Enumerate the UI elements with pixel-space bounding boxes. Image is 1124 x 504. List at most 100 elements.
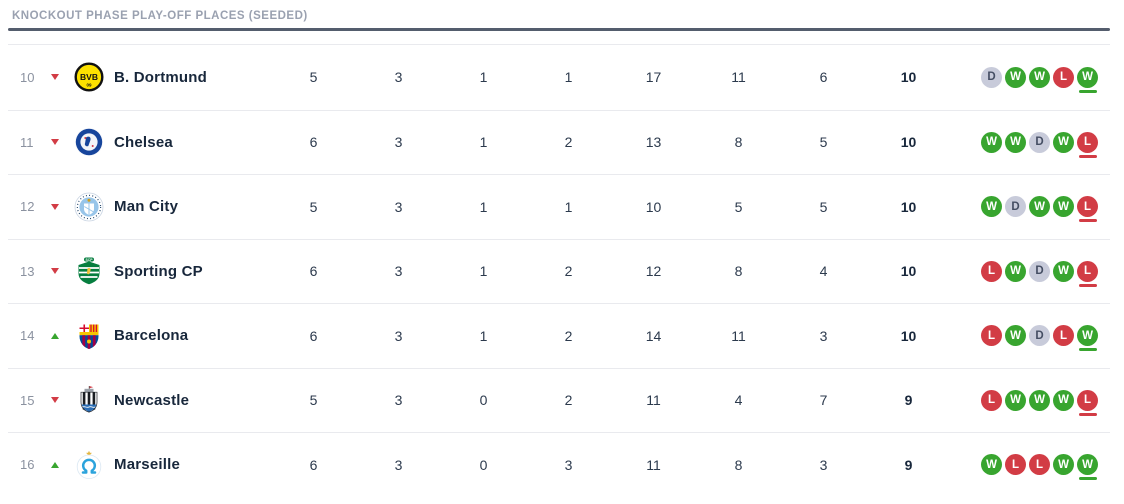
position: 14 — [20, 328, 35, 344]
stat-played: 6 — [309, 134, 318, 151]
form-result-d: D — [1029, 260, 1050, 282]
stat-goals-for: 13 — [645, 134, 662, 151]
position: 11 — [20, 134, 34, 150]
form-result-l: L — [1029, 454, 1050, 476]
form-result-d: D — [1029, 131, 1050, 153]
club-badge-newcastle — [64, 385, 114, 415]
stat-goals-against: 4 — [734, 392, 743, 409]
stat-goals-for: 10 — [645, 198, 662, 215]
stat-lost: 2 — [564, 263, 573, 280]
club-badge-dortmund: BVB 09 — [64, 62, 114, 92]
form-result-l: L — [981, 260, 1002, 282]
stat-drawn: 1 — [479, 69, 488, 86]
stat-lost: 2 — [564, 327, 573, 344]
stat-drawn: 1 — [479, 198, 488, 215]
form-result-w: W — [1005, 131, 1026, 153]
form-result-w: W — [1053, 196, 1074, 218]
form-result-w: W — [1005, 389, 1026, 411]
movement-up-icon — [51, 461, 59, 468]
form-result-w: W — [1077, 325, 1098, 352]
club-badge-marseille — [64, 450, 114, 480]
stat-goals-for: 11 — [646, 456, 661, 473]
form-result-w: W — [1005, 260, 1026, 282]
club-badge-man-city — [64, 192, 114, 222]
position: 10 — [20, 69, 35, 85]
form-result-l: L — [981, 389, 1002, 411]
section-title: KNOCKOUT PHASE PLAY-OFF PLACES (SEEDED) — [12, 10, 308, 22]
stat-played: 5 — [309, 392, 318, 409]
stat-won: 3 — [394, 263, 403, 280]
stat-won: 3 — [394, 198, 403, 215]
position: 13 — [20, 263, 35, 279]
stat-goals-for: 11 — [646, 392, 661, 409]
form-result-w: W — [1053, 454, 1074, 476]
stat-goals-for: 12 — [645, 263, 662, 280]
stat-played: 6 — [309, 263, 318, 280]
svg-text:09: 09 — [86, 83, 92, 88]
form-result-l: L — [1077, 196, 1098, 223]
svg-text:SCP: SCP — [86, 258, 94, 262]
stat-played: 5 — [309, 69, 318, 86]
form-result-w: W — [1053, 131, 1074, 153]
stat-goal-diff: 5 — [819, 134, 828, 151]
stat-goals-for: 17 — [645, 69, 662, 86]
movement-up-icon — [51, 332, 59, 339]
form-result-w: W — [1005, 66, 1026, 88]
svg-text:BVB: BVB — [80, 72, 98, 82]
stat-lost: 3 — [564, 456, 573, 473]
form-result-d: D — [1005, 196, 1026, 218]
table-row[interactable]: 14 Barcelona — [8, 303, 1110, 368]
form-result-l: L — [1077, 131, 1098, 158]
stat-won: 3 — [394, 134, 403, 151]
form-result-l: L — [1077, 389, 1098, 416]
form-result-w: W — [1029, 66, 1050, 88]
stat-points: 10 — [900, 134, 917, 151]
stat-points: 10 — [900, 327, 917, 344]
form-result-w: W — [1053, 389, 1074, 411]
form-result-w: W — [981, 454, 1002, 476]
stat-goals-against: 11 — [731, 327, 746, 344]
club-name: Barcelona — [114, 327, 189, 345]
form-result-w: W — [1029, 389, 1050, 411]
form-result-l: L — [1053, 66, 1074, 88]
position: 12 — [20, 199, 35, 215]
stat-drawn: 1 — [479, 134, 488, 151]
stat-points: 9 — [904, 392, 913, 409]
club-name: Man City — [114, 198, 179, 216]
stat-goal-diff: 4 — [819, 263, 828, 280]
stat-goal-diff: 6 — [819, 69, 828, 86]
form-result-l: L — [1005, 454, 1026, 476]
header-underline — [8, 28, 1110, 31]
table-row[interactable]: 10 BVB 09 B. Dortmund 5 3 1 1 17 11 6 10… — [8, 45, 1110, 110]
stat-goals-for: 14 — [645, 327, 662, 344]
stat-drawn: 0 — [479, 456, 488, 473]
stat-points: 10 — [900, 69, 917, 86]
form-result-w: W — [1005, 325, 1026, 347]
form-result-w: W — [1077, 454, 1098, 481]
club-name: Marseille — [114, 456, 181, 474]
club-badge-barcelona — [64, 321, 114, 351]
stat-won: 3 — [394, 69, 403, 86]
club-name: B. Dortmund — [114, 68, 208, 86]
club-badge-chelsea — [64, 127, 114, 157]
stat-points: 9 — [904, 456, 913, 473]
stat-goal-diff: 3 — [819, 456, 828, 473]
table-row[interactable]: 15 Newcastle 5 3 0 2 11 4 7 9 — [8, 367, 1110, 433]
movement-down-icon — [51, 268, 59, 275]
stat-goal-diff: 7 — [819, 392, 828, 409]
form-result-w: W — [1077, 66, 1098, 93]
stat-drawn: 1 — [479, 327, 488, 344]
form-result-w: W — [981, 196, 1002, 218]
stat-goals-against: 11 — [731, 69, 746, 86]
stat-lost: 1 — [564, 69, 573, 86]
stat-played: 6 — [309, 327, 318, 344]
position: 16 — [20, 457, 35, 473]
